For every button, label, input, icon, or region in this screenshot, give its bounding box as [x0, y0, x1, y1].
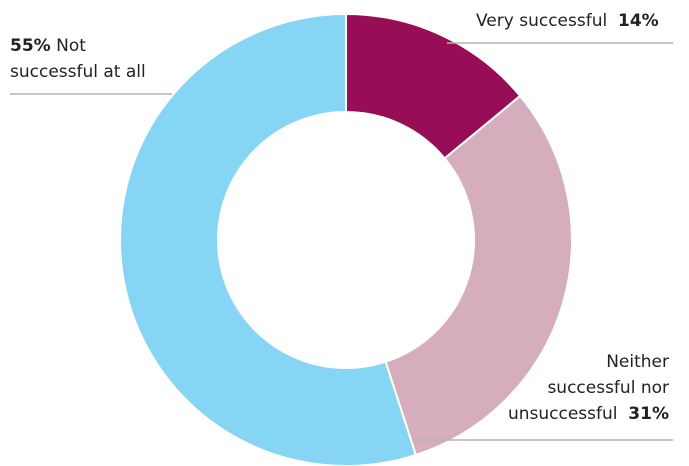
- slice-label-text-line1: Neither: [606, 352, 669, 372]
- slice-label-text-line1: Not: [56, 36, 86, 56]
- slice-label-text-line3: unsuccessful: [507, 404, 618, 424]
- donut-slice-not-successful-at-all: [119, 12, 418, 466]
- donut-slices: [119, 12, 573, 466]
- slice-label-value: 55%: [10, 36, 51, 56]
- donut-slice-neither-successful-nor-unsuccessful: [384, 94, 573, 457]
- slice-label-value: 14%: [618, 11, 659, 31]
- slice-label-text-line2: successful nor: [547, 378, 669, 398]
- slice-label-neither: Neither successful nor unsuccessful 31%: [508, 349, 669, 427]
- slice-label-text-line2: successful at all: [10, 62, 146, 82]
- slice-label-value: 31%: [628, 404, 669, 424]
- label-leader-lines: [10, 42, 673, 441]
- slice-label-not-successful: 55% Not successful at all: [10, 33, 146, 85]
- slice-label-very-successful: Very successful 14%: [476, 8, 659, 34]
- slice-label-text: Very successful: [476, 11, 608, 31]
